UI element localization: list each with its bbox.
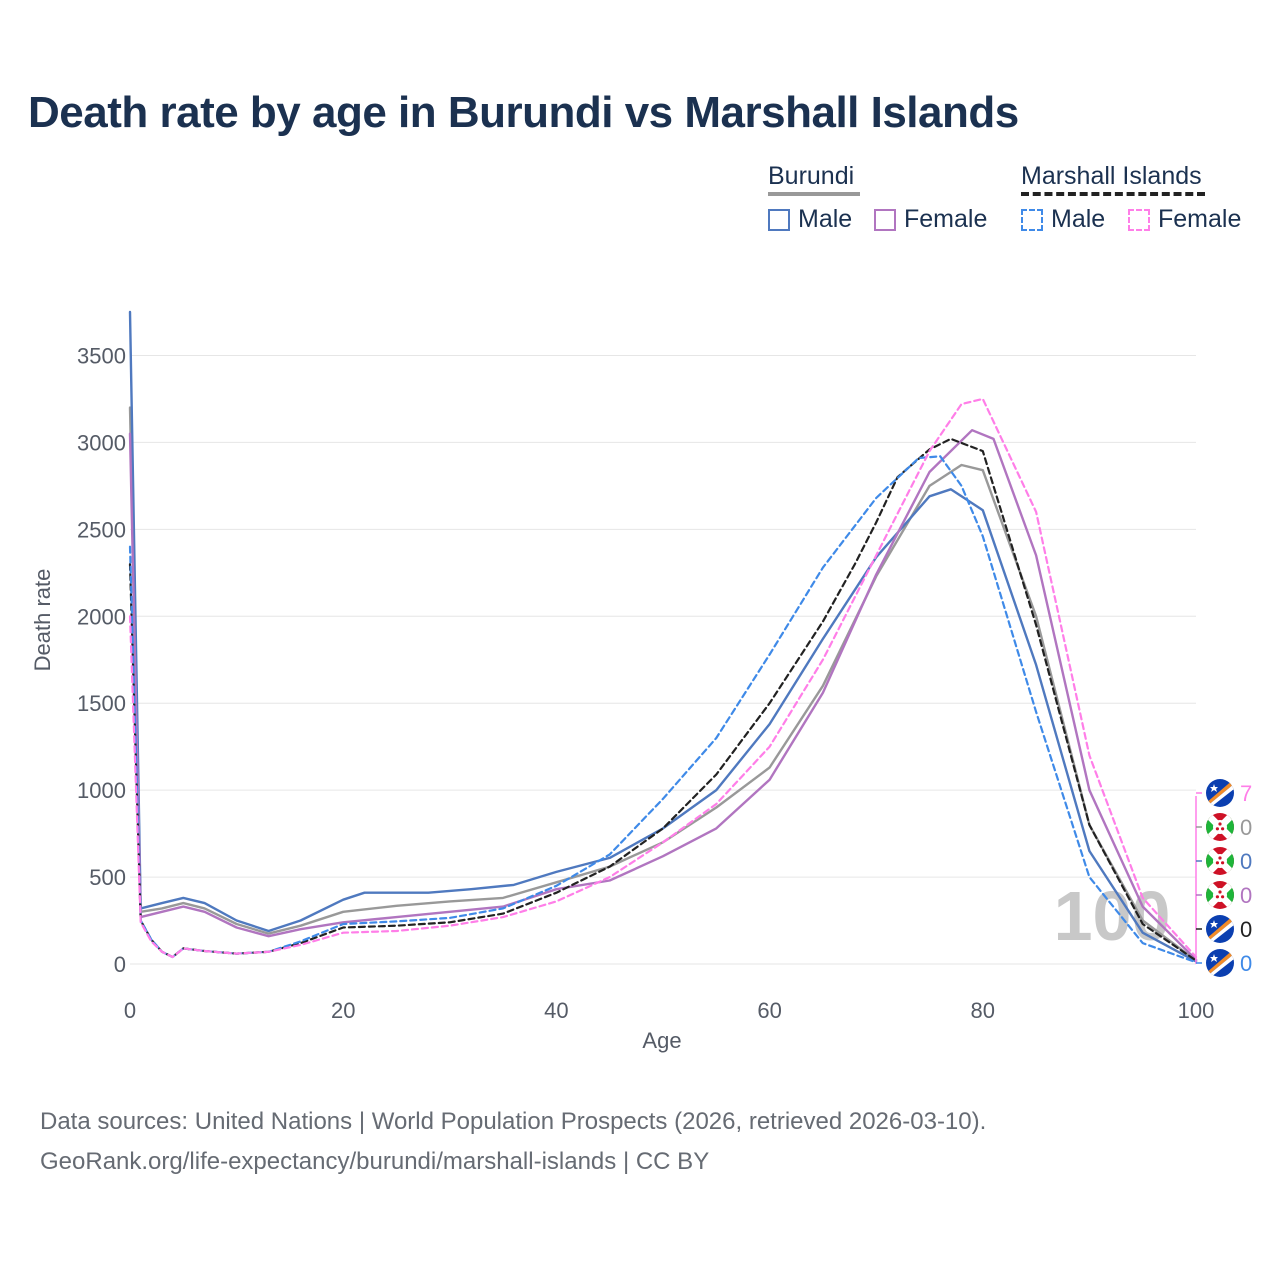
series-line-burundi-female[interactable] [128, 429, 1198, 961]
legend-group-burundi-title: Burundi [768, 162, 855, 190]
legend-label-marshall-female: Female [1158, 205, 1242, 233]
grid-layer [130, 354, 1196, 965]
y-axis-title: Death rate [30, 569, 55, 672]
legend-group-marshall-title: Marshall Islands [1021, 162, 1202, 190]
series-line-burundi-total-[interactable] [128, 406, 1198, 962]
legend-item-burundi-female[interactable]: Female [874, 205, 987, 234]
legend-group-marshall-line [1021, 192, 1205, 196]
x-tick-label-100: 100 [1178, 998, 1215, 1023]
end-flag-4 [1206, 915, 1234, 947]
end-value-label-4: 0 [1240, 917, 1252, 942]
chart-title: Death rate by age in Burundi vs Marshall… [28, 88, 1019, 137]
x-tick-label-40: 40 [544, 998, 568, 1023]
source-url: GeoRank.org/life-expectancy/burundi/mars… [40, 1148, 710, 1175]
y-tick-label-2000: 2000 [77, 604, 126, 629]
series-layer [128, 310, 1198, 964]
end-flag-5 [1206, 949, 1234, 981]
legend-item-marshall-male[interactable]: Male [1021, 205, 1105, 234]
y-axis: 0 500 1000 1500 2000 2500 3000 3500 [77, 343, 126, 977]
legend-group-burundi-line [768, 192, 860, 196]
x-tick-label-60: 60 [757, 998, 781, 1023]
legend-item-burundi-male[interactable]: Male [768, 205, 852, 234]
series-line-marshall-islands-total-[interactable] [128, 437, 1198, 962]
series-line-marshall-islands-male[interactable] [128, 455, 1198, 964]
y-tick-label-1000: 1000 [77, 778, 126, 803]
x-tick-label-20: 20 [331, 998, 355, 1023]
end-value-label-0: 7 [1240, 781, 1252, 806]
legend-label-marshall-male: Male [1051, 205, 1106, 233]
legend-item-marshall-female[interactable]: Female [1128, 205, 1241, 234]
end-value-label-1: 0 [1240, 815, 1252, 840]
legend-label-burundi-male: Male [798, 205, 853, 233]
y-tick-label-0: 0 [114, 952, 126, 977]
series-line-marshall-islands-female[interactable] [128, 397, 1198, 959]
legend-swatch-burundi-female [874, 208, 896, 231]
end-flag-2 [1206, 847, 1234, 875]
y-tick-label-3500: 3500 [77, 343, 126, 368]
legend-swatch-marshall-male [1021, 208, 1043, 231]
x-axis: 0 20 40 60 80 100 [124, 998, 1214, 1023]
end-flag-0 [1206, 779, 1234, 811]
y-tick-label-3000: 3000 [77, 430, 126, 455]
end-value-label-2: 0 [1240, 849, 1252, 874]
end-value-label-5: 0 [1240, 951, 1252, 976]
end-value-label-3: 0 [1240, 883, 1252, 908]
end-labels: 7 0 0 0 0 0 [1195, 779, 1252, 981]
y-tick-label-500: 500 [89, 865, 126, 890]
legend-label-burundi-female: Female [904, 205, 988, 233]
series-line-burundi-male[interactable] [128, 310, 1198, 963]
x-tick-label-80: 80 [971, 998, 995, 1023]
x-tick-label-0: 0 [124, 998, 136, 1023]
data-source-note: Data sources: United Nations | World Pop… [40, 1108, 987, 1135]
x-axis-title: Age [642, 1028, 681, 1053]
end-flag-3 [1206, 881, 1234, 909]
y-tick-label-1500: 1500 [77, 691, 126, 716]
y-tick-label-2500: 2500 [77, 517, 126, 542]
end-flag-1 [1206, 813, 1234, 841]
legend-swatch-marshall-female [1128, 208, 1150, 231]
legend-swatch-burundi-male [768, 208, 790, 231]
